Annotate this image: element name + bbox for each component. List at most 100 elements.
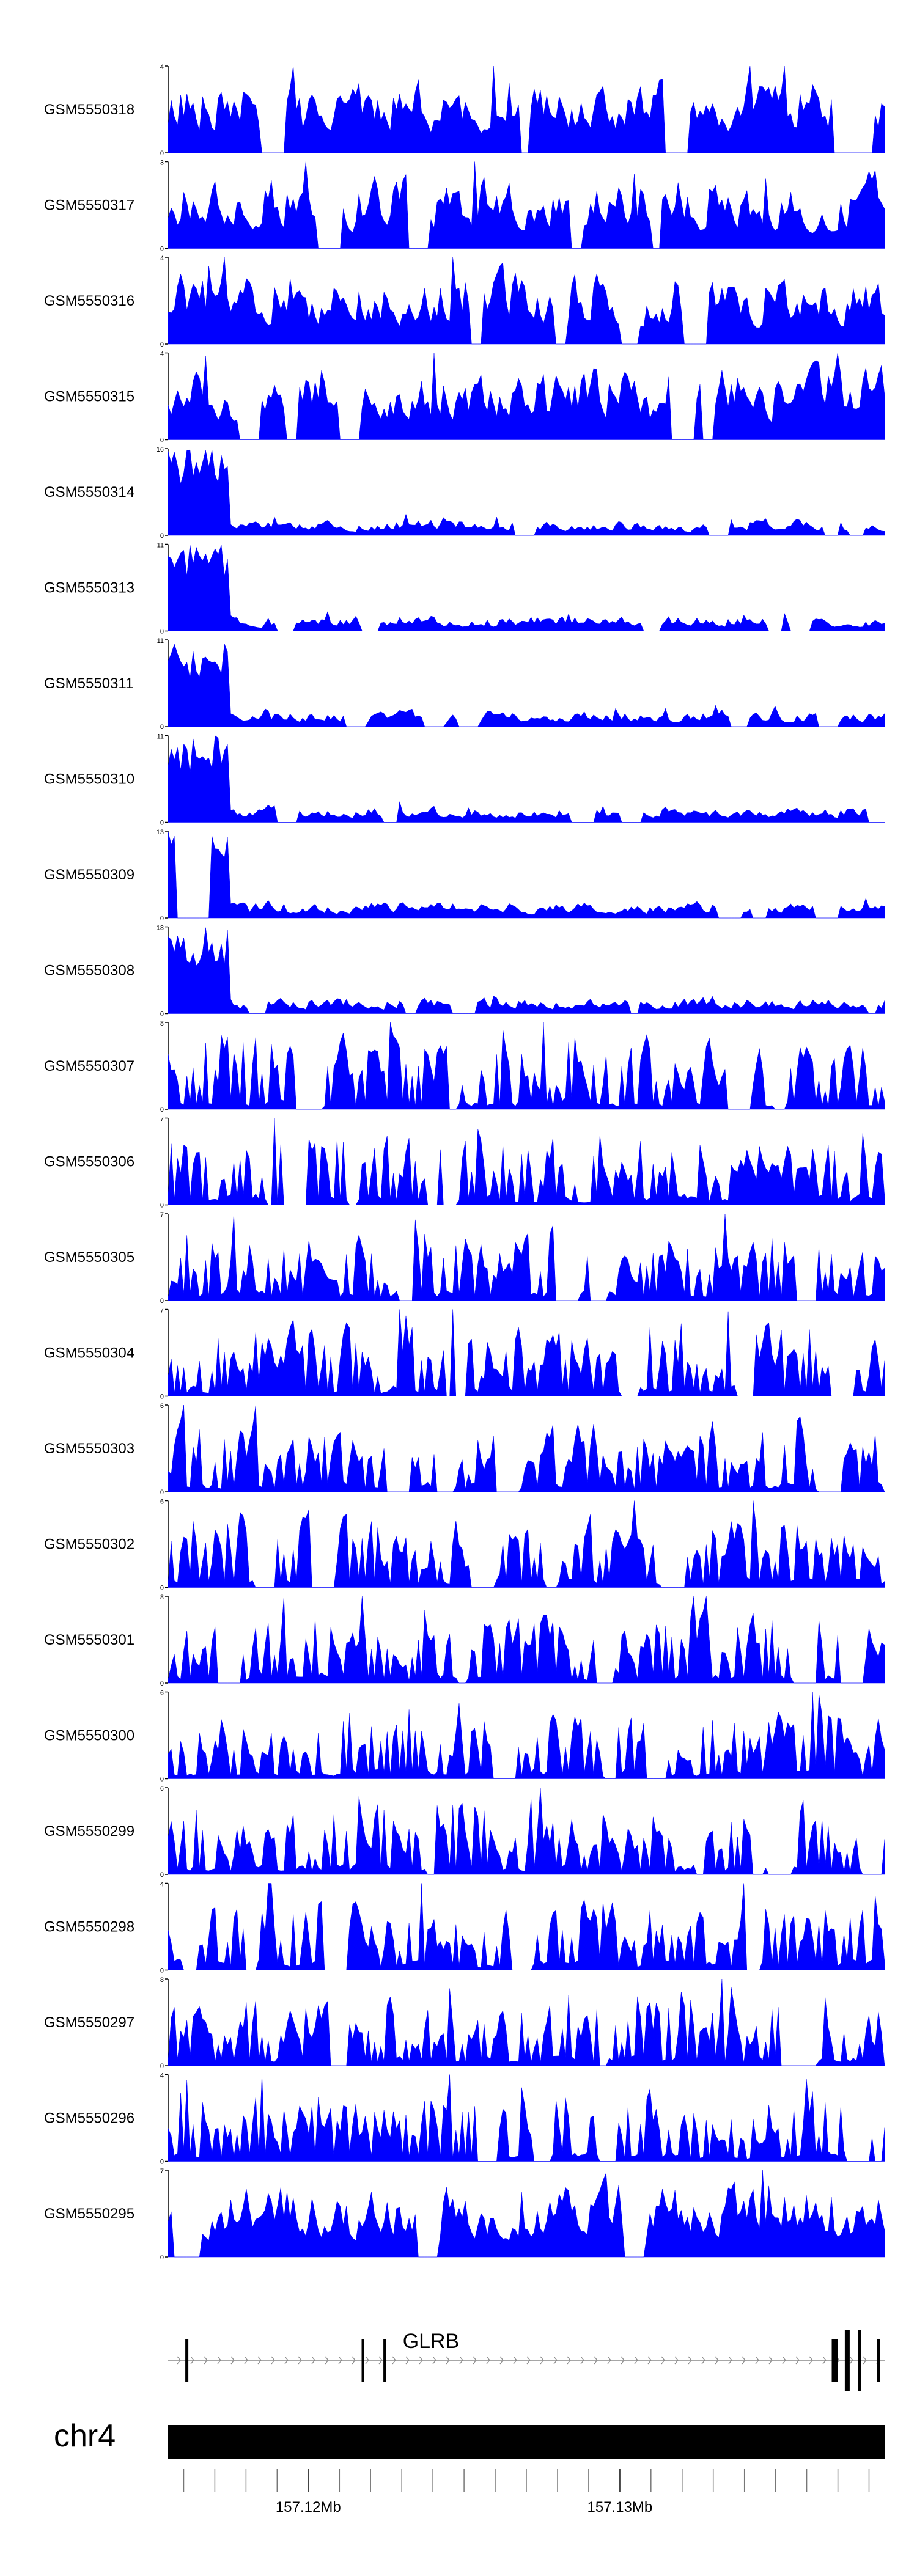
strand-arrow [338,2356,342,2365]
track-ymax-label: 6 [160,1499,164,1506]
coverage-area [168,1978,885,2066]
track-label: GSM5550302 [44,1536,134,1553]
track-label: GSM5550303 [44,1440,134,1457]
track-GSM5550298: GSM5550298 4 0 [44,1881,885,1975]
track-label: GSM5550298 [44,1919,134,1936]
track-ymax-label: 4 [160,351,164,358]
track-ymin-label: 0 [160,1393,164,1401]
coverage-area [168,1213,885,1301]
track-ymin-label: 0 [160,1776,164,1783]
track-ymin-label: 0 [160,2159,164,2166]
track-GSM5550306: GSM5550306 7 0 [44,1116,885,1209]
track-label: GSM5550309 [44,867,134,883]
track-ymin-label: 0 [160,437,164,444]
track-ymax-label: 4 [160,64,164,71]
track-ymax-label: 4 [160,1881,164,1888]
coverage-area [168,449,885,536]
track-ymin-label: 0 [160,915,164,922]
strand-arrow [446,2356,450,2365]
track-label: GSM5550313 [44,580,134,596]
strand-arrow [298,2356,302,2365]
coverage-area [168,545,885,631]
track-ymin-label: 0 [160,1680,164,1687]
coverage-area [168,1022,885,1110]
track-ymin-label: 0 [160,1106,164,1114]
track-label: GSM5550300 [44,1728,134,1744]
strand-arrow [742,2356,746,2365]
strand-arrow [768,2356,773,2365]
strand-arrow [594,2356,598,2365]
track-GSM5550314: GSM5550314 16 0 [44,446,885,540]
track-ymin-label: 0 [160,150,164,157]
track-label: GSM5550305 [44,1249,134,1266]
strand-arrow [352,2356,356,2365]
strand-arrow [177,2356,181,2365]
track-label: GSM5550311 [44,675,133,692]
track-label: GSM5550318 [44,101,134,118]
strand-arrow [661,2356,665,2365]
track-label: GSM5550317 [44,197,134,214]
coverage-area [168,2074,885,2162]
exon [858,2330,861,2391]
strand-arrow [311,2356,315,2365]
track-ymin-label: 0 [160,628,164,636]
exon [877,2339,880,2382]
strand-arrow [513,2356,517,2365]
coverage-area [168,1118,885,1205]
strand-arrow [647,2356,652,2365]
track-label: GSM5550314 [44,484,134,501]
track-label: GSM5550299 [44,1823,134,1840]
coverage-area [168,643,885,727]
track-ymin-label: 0 [160,246,164,253]
track-ymax-label: 11 [157,637,164,645]
coverage-area [168,1787,885,1875]
track-ymin-label: 0 [160,2063,164,2070]
track-GSM5550299: GSM5550299 6 0 [44,1785,885,1879]
track-label: GSM5550307 [44,1058,134,1074]
track-GSM5550296: GSM5550296 4 0 [44,2072,885,2166]
track-ymin-label: 0 [160,1585,164,1592]
track-ymax-label: 13 [157,829,164,836]
coverage-area [168,1596,885,1684]
axis-tick-label: 157.12Mb [276,2499,341,2515]
gene-label: GLRB [403,2330,460,2353]
strand-arrow [688,2356,692,2365]
coverage-area [168,65,885,153]
track-GSM5550309: GSM5550309 13 0 [44,829,885,922]
track-GSM5550304: GSM5550304 7 0 [44,1307,885,1401]
track-label: GSM5550310 [44,771,134,788]
strand-arrow [499,2356,504,2365]
track-label: GSM5550316 [44,293,134,309]
strand-arrow [378,2356,383,2365]
coverage-area [168,353,885,440]
track-ymax-label: 7 [160,1211,164,1219]
strand-arrow [486,2356,490,2365]
strand-arrow [230,2356,235,2365]
track-ymax-label: 7 [160,2168,164,2175]
strand-arrow [822,2356,827,2365]
track-ymin-label: 0 [160,341,164,348]
strand-arrow [473,2356,477,2365]
track-ymin-label: 0 [160,2254,164,2261]
exon [383,2339,386,2382]
strand-arrow [257,2356,262,2365]
coverage-area [168,1404,885,1492]
track-GSM5550302: GSM5550302 6 0 [44,1499,885,1592]
strand-arrow [607,2356,611,2365]
strand-arrow [715,2356,719,2365]
track-GSM5550308: GSM5550308 18 0 [44,925,885,1018]
track-ymax-label: 16 [157,446,164,453]
track-ymax-label: 11 [157,542,164,549]
strand-arrow [849,2356,853,2365]
track-ymin-label: 0 [160,820,164,827]
track-ymax-label: 7 [160,1307,164,1315]
strand-arrow [204,2356,208,2365]
gene-track: GLRB [168,2330,885,2391]
strand-arrow [419,2356,423,2365]
exon [844,2330,850,2391]
track-ymax-label: 6 [160,1403,164,1410]
track-ymin-label: 0 [160,1871,164,1879]
track-label: GSM5550308 [44,963,134,979]
track-ymax-label: 6 [160,1785,164,1793]
track-GSM5550303: GSM5550303 6 0 [44,1403,885,1496]
